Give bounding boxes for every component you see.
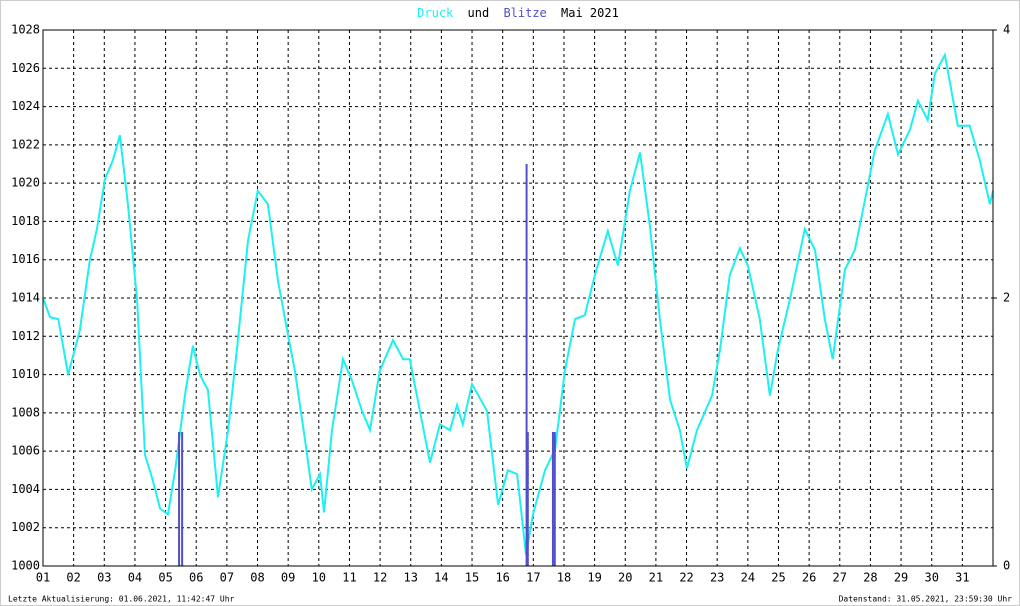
- y-tick-label: 1022: [11, 137, 40, 151]
- y-tick-label: 1010: [11, 367, 40, 381]
- lightning-bar: [178, 432, 181, 566]
- title-period: Mai 2021: [561, 6, 619, 20]
- x-tick-label: 09: [281, 571, 295, 585]
- x-tick-label: 06: [189, 571, 203, 585]
- x-tick-label: 31: [955, 571, 969, 585]
- y2-tick-label: 0: [1003, 559, 1010, 573]
- x-tick-label: 08: [250, 571, 264, 585]
- y-tick-label: 1024: [11, 99, 40, 113]
- y2-tick-label: 4: [1003, 23, 1010, 37]
- x-tick-label: 28: [863, 571, 877, 585]
- y-tick-label: 1002: [11, 520, 40, 534]
- y-tick-label: 1014: [11, 291, 40, 305]
- footer-left: Letzte Aktualisierung: 01.06.2021, 11:42…: [8, 595, 235, 604]
- x-tick-label: 16: [495, 571, 509, 585]
- x-tick-label: 22: [679, 571, 693, 585]
- x-tick-label: 07: [220, 571, 234, 585]
- x-tick-label: 18: [557, 571, 571, 585]
- lightning-bar: [526, 432, 529, 566]
- x-tick-label: 21: [649, 571, 663, 585]
- y-tick-label: 1004: [11, 482, 40, 496]
- lightning-bar: [551, 432, 554, 566]
- title-series-2: Blitze: [503, 6, 546, 20]
- plot-border: [42, 29, 994, 567]
- y-tick-label: 1008: [11, 405, 40, 419]
- x-tick-label: 19: [587, 571, 601, 585]
- x-tick-label: 12: [373, 571, 387, 585]
- x-tick-label: 17: [526, 571, 540, 585]
- lightning-bar: [181, 432, 184, 566]
- y-tick-label: 1006: [11, 444, 40, 458]
- y-tick-label: 1028: [11, 23, 40, 37]
- title-series-1: Druck: [417, 6, 454, 20]
- chart-title: Druck und Blitze Mai 2021: [417, 6, 619, 20]
- footer-right: Datenstand: 31.05.2021, 23:59:30 Uhr: [839, 595, 1013, 604]
- y-tick-label: 1026: [11, 61, 40, 75]
- x-tick-label: 30: [924, 571, 938, 585]
- x-tick-label: 20: [618, 571, 632, 585]
- y-tick-label: 1018: [11, 214, 40, 228]
- lightning-bar: [525, 164, 528, 566]
- x-tick-label: 05: [158, 571, 172, 585]
- x-tick-label: 13: [404, 571, 418, 585]
- y-tick-label: 1020: [11, 176, 40, 190]
- pressure-line: [42, 51, 994, 555]
- x-tick-label: 14: [434, 571, 448, 585]
- x-tick-label: 03: [97, 571, 111, 585]
- x-tick-label: 02: [66, 571, 80, 585]
- x-tick-label: 23: [710, 571, 724, 585]
- x-tick-label: 25: [771, 571, 785, 585]
- x-tick-label: 15: [465, 571, 479, 585]
- y-tick-label: 1000: [11, 559, 40, 573]
- lightning-bar: [553, 432, 556, 566]
- x-tick-label: 01: [36, 571, 50, 585]
- y-tick-label: 1012: [11, 329, 40, 343]
- x-tick-label: 10: [312, 571, 326, 585]
- y-tick-label: 1016: [11, 252, 40, 266]
- x-tick-label: 24: [741, 571, 755, 585]
- x-tick-label: 26: [802, 571, 816, 585]
- x-tick-label: 04: [128, 571, 142, 585]
- x-tick-label: 29: [894, 571, 908, 585]
- title-connector: und: [468, 6, 490, 20]
- y2-tick-label: 2: [1003, 291, 1010, 305]
- x-tick-label: 27: [833, 571, 847, 585]
- x-tick-label: 11: [342, 571, 356, 585]
